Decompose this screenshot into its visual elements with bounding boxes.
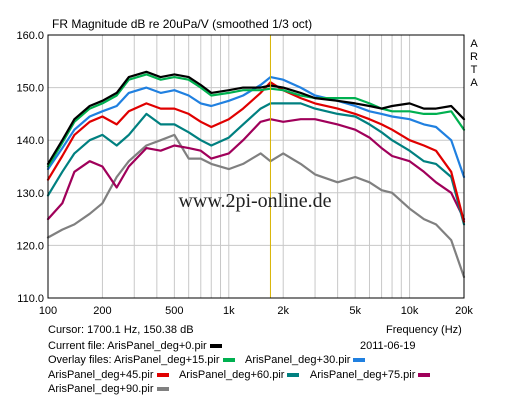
series-lines [46, 70, 466, 279]
chart-title: FR Magnitude dB re 20uPa/V (smoothed 1/3… [52, 17, 312, 31]
x-tick-label: 5k [349, 305, 361, 317]
cursor-readout: Cursor: 1700.1 Hz, 150.38 dB [48, 324, 194, 336]
overlay-4-label: ArisPanel_deg+60.pir [178, 369, 285, 381]
overlay-6-label: ArisPanel_deg+90.pir [48, 383, 154, 395]
side-label-t: T [470, 64, 478, 76]
y-tick-label: 140.0 [16, 135, 44, 147]
overlay-3-swatch [156, 373, 169, 378]
current-file-label: Current file: ArisPanel_deg+0.pir [48, 340, 207, 352]
side-label-r: R [470, 51, 478, 63]
x-tick-label: 2k [277, 305, 289, 317]
overlay-row-3: ArisPanel_deg+90.pir [48, 383, 177, 396]
overlay-files-label: Overlay files: [48, 354, 112, 366]
chart: 110.0 120.0 130.0 140.0 150.0 160.0 100 200 500 1… [16, 17, 473, 317]
x-tick-label: 500 [165, 305, 183, 317]
y-tick-label: 160.0 [16, 30, 44, 42]
x-tick-label: 1k [223, 305, 235, 317]
overlay-1-label: ArisPanel_deg+15.pir [114, 354, 220, 366]
x-tick-label: 200 [93, 305, 111, 317]
series-line [46, 70, 466, 165]
y-tick-label: 120.0 [16, 240, 44, 252]
series-line [46, 118, 466, 221]
x-axis-title: Frequency (Hz) [386, 324, 462, 336]
overlay-2-swatch [353, 358, 366, 363]
current-file-entry: Current file: ArisPanel_deg+0.pir [48, 340, 230, 353]
series-line [46, 73, 466, 168]
series-line [46, 133, 466, 279]
plot-frame [47, 34, 465, 299]
y-tick-label: 130.0 [16, 188, 44, 200]
y-tick-label: 150.0 [16, 83, 44, 95]
date-label: 2011-06-19 [360, 340, 416, 352]
series-line [46, 81, 466, 223]
overlay-2-label: ArisPanel_deg+30.pir [244, 354, 351, 366]
overlay-5-label: ArisPanel_deg+75.pir [309, 369, 416, 381]
watermark: www.2pi-online.de [178, 190, 331, 212]
x-tick-label: 10k [401, 305, 419, 317]
tick-labels: 110.0 120.0 130.0 140.0 150.0 160.0 100 200 500 1… [16, 30, 473, 317]
current-file-swatch [209, 344, 222, 349]
overlay-4-swatch [287, 373, 300, 378]
y-tick-label: 110.0 [17, 293, 44, 305]
x-tick-label: 100 [39, 305, 57, 317]
side-label-a2: A [470, 77, 478, 89]
overlay-row-1: Overlay files: ArisPanel_deg+15.pir Aris… [48, 354, 373, 367]
overlay-6-swatch [156, 387, 169, 392]
overlay-1-swatch [222, 358, 235, 363]
overlay-3-label: ArisPanel_deg+45.pir [48, 369, 154, 381]
side-label-a1: A [470, 38, 478, 50]
series-line [46, 102, 466, 226]
plot-background [48, 35, 464, 298]
overlay-row-2: ArisPanel_deg+45.pir ArisPanel_deg+60.pi… [48, 369, 438, 382]
x-tick-label: 20k [455, 305, 473, 317]
overlay-5-swatch [418, 373, 431, 378]
